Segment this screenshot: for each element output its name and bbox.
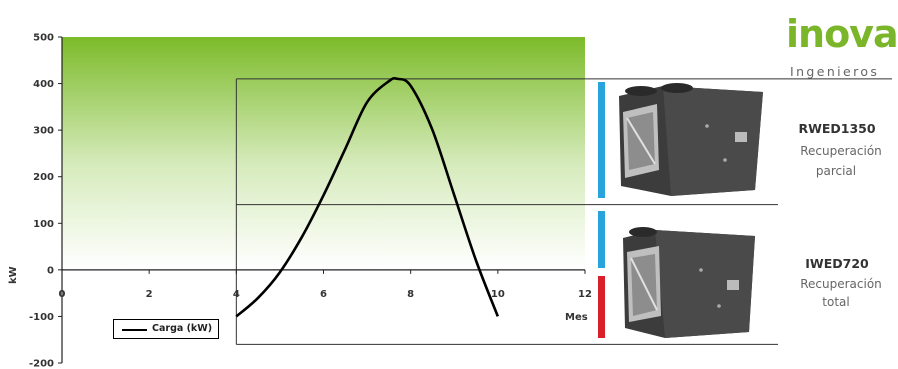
machine-2-desc-line2: total bbox=[822, 295, 850, 309]
x-tick-label: 12 bbox=[578, 289, 592, 300]
logo-subtitle: Ingenieros bbox=[790, 64, 880, 79]
unit-image-iwed720 bbox=[623, 227, 755, 338]
y-tick-label: -200 bbox=[29, 359, 54, 369]
x-tick-label: 2 bbox=[146, 289, 153, 300]
machine-1-name: RWED1350 bbox=[798, 121, 876, 136]
y-axis-label: kW bbox=[8, 266, 19, 284]
x-axis-label: Mes bbox=[565, 312, 588, 323]
plot-background bbox=[62, 37, 585, 269]
chart-legend: Carga (kW) bbox=[113, 319, 219, 339]
machine-2-desc-line1: Recuperación bbox=[800, 277, 882, 291]
y-tick-label: 100 bbox=[33, 219, 54, 230]
x-tick-label: 4 bbox=[233, 289, 240, 300]
logo-wordmark: inova bbox=[786, 12, 898, 56]
y-tick-label: 0 bbox=[47, 265, 54, 276]
x-tick-label: 6 bbox=[320, 289, 327, 300]
indicator-bar-red bbox=[598, 276, 605, 338]
legend-swatch bbox=[122, 329, 147, 331]
machine-2-name: IWED720 bbox=[805, 256, 869, 271]
y-tick-label: -100 bbox=[29, 312, 54, 323]
y-tick-label: 400 bbox=[33, 79, 54, 90]
legend-label: Carga (kW) bbox=[152, 323, 213, 334]
y-tick-label: 200 bbox=[33, 172, 54, 183]
inova-logo: inova Ingenieros bbox=[784, 12, 898, 82]
x-tick-label: 10 bbox=[491, 289, 505, 300]
series-line-carga bbox=[235, 76, 500, 318]
machine-1-desc-line1: Recuperación bbox=[800, 144, 882, 158]
y-tick-label: 300 bbox=[33, 126, 54, 137]
indicator-bar-blue-top bbox=[598, 82, 605, 198]
y-tick-label: 500 bbox=[33, 33, 54, 44]
unit-image-rwed1350 bbox=[619, 83, 763, 196]
machine-1-desc-line2: parcial bbox=[815, 164, 857, 178]
x-tick-label: 0 bbox=[59, 289, 66, 300]
x-tick-label: 8 bbox=[407, 289, 414, 300]
indicator-bar-blue-bottom bbox=[598, 211, 605, 268]
